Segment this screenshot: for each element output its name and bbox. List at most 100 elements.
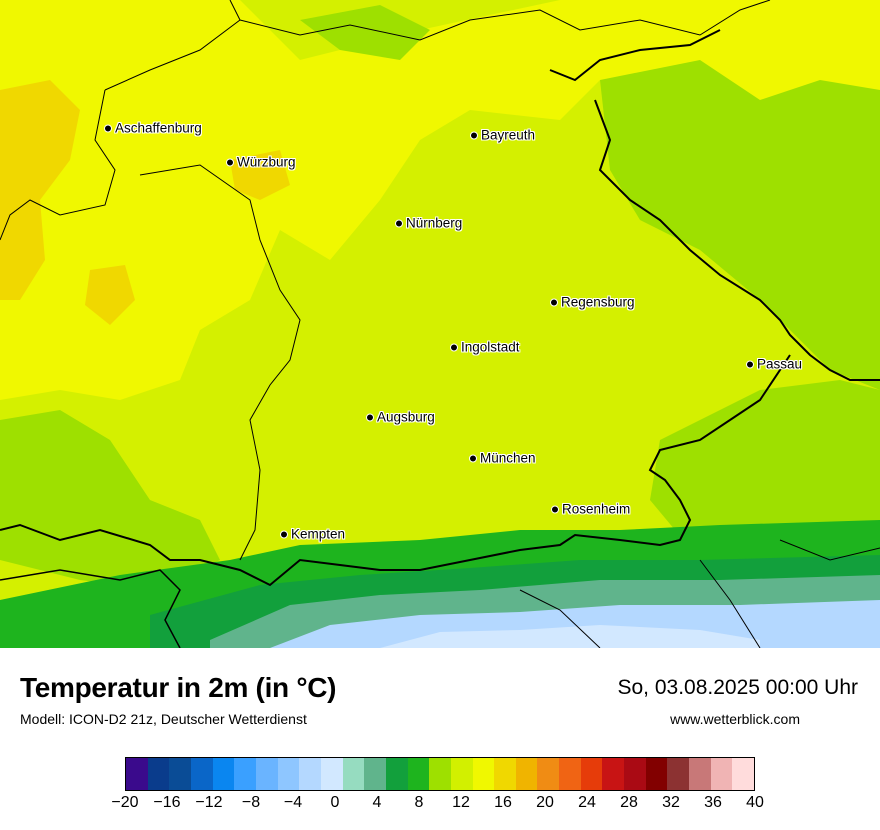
colorbar-tick-label: 32 xyxy=(662,794,680,811)
city-dot xyxy=(366,413,374,421)
map-title: Temperatur in 2m (in °C) xyxy=(20,672,337,703)
city-dot xyxy=(280,530,288,538)
city-marker-muenchen: München xyxy=(469,451,536,466)
colorbar-cell xyxy=(732,758,755,790)
borders xyxy=(0,0,880,648)
colorbar-tick-label: 24 xyxy=(578,794,596,811)
city-dot xyxy=(470,131,478,139)
cool-area-southeast xyxy=(650,380,880,560)
colorbar-tick-label: 8 xyxy=(414,794,424,811)
colorbar-cell xyxy=(580,758,603,790)
cool-area-northeast xyxy=(600,60,880,390)
border-country-austria xyxy=(0,354,791,587)
city-dot xyxy=(550,298,558,306)
colorbar-ticks: −20 −16 −12 −8 −4 0 4 8 12 16 20 24 28 32 36 40 xyxy=(111,794,763,818)
city-dot xyxy=(450,343,458,351)
city-dot xyxy=(551,505,559,513)
colorbar-cell xyxy=(320,758,343,790)
city-marker-aschaffenburg: Aschaffenburg xyxy=(104,121,202,136)
city-dot xyxy=(395,219,403,227)
city-marker-wuerzburg: Würzburg xyxy=(226,155,296,170)
colorbar-cell xyxy=(364,758,386,790)
city-label: Augsburg xyxy=(377,409,435,425)
city-label: Rosenheim xyxy=(562,501,631,517)
colorbar-tick-label: 0 xyxy=(330,794,340,811)
colorbar-cell xyxy=(299,758,321,790)
colorbar-tick-label: 12 xyxy=(452,794,470,811)
temperature-map: Aschaffenburg Würzburg Bayreuth Nürnberg… xyxy=(0,0,880,648)
city-label: Passau xyxy=(757,356,803,372)
colorbar-tick-label: −8 xyxy=(241,794,261,811)
colorbar-cell xyxy=(559,758,581,790)
city-marker-regensburg: Regensburg xyxy=(550,295,635,310)
colorbar-tick-label: 4 xyxy=(372,794,382,811)
city-marker-rosenheim: Rosenheim xyxy=(551,502,630,517)
model-info: Modell: ICON-D2 21z, Deutscher Wetterdie… xyxy=(20,711,307,727)
colorbar-cell xyxy=(624,758,646,790)
warmer-area-west xyxy=(0,80,80,300)
colorbar-tick-label: 16 xyxy=(494,794,512,811)
city-marker-nuernberg: Nürnberg xyxy=(395,216,462,231)
colorbar-cell xyxy=(169,758,191,790)
colorbar-cell xyxy=(407,758,430,790)
city-label: Regensburg xyxy=(561,294,635,310)
city-marker-passau: Passau xyxy=(746,357,802,372)
colorbar-cell xyxy=(645,758,668,790)
colorbar-cell xyxy=(710,758,733,790)
colorbar-cell xyxy=(277,758,300,790)
city-label: Kempten xyxy=(291,526,346,542)
colorbar-tick-label: −4 xyxy=(283,794,303,811)
colorbar-cell xyxy=(602,758,625,790)
colorbar-cell xyxy=(255,758,278,790)
city-label: Nürnberg xyxy=(406,215,463,231)
warmer-patch-wuerzburg xyxy=(230,150,290,200)
colorbar-tick-label: −16 xyxy=(153,794,181,811)
city-label: München xyxy=(480,450,536,466)
colorbar-cell xyxy=(429,758,451,790)
temperature-field xyxy=(0,0,880,648)
colorbar-tick-label: 28 xyxy=(620,794,638,811)
colorbar-cell xyxy=(472,758,495,790)
colorbar-cell xyxy=(234,758,256,790)
city-marker-kempten: Kempten xyxy=(280,527,345,542)
colorbar-tick-label: 40 xyxy=(746,794,764,811)
colorbar-cell xyxy=(190,758,213,790)
city-dot xyxy=(104,124,112,132)
colorbar-cell xyxy=(515,758,538,790)
cool-area-north xyxy=(300,5,430,60)
colorbar-cell xyxy=(342,758,365,790)
temperature-colorbar xyxy=(125,757,755,791)
colorbar-cell xyxy=(689,758,711,790)
colorbar-tick-label: −12 xyxy=(195,794,223,811)
border-country-switzerland xyxy=(0,569,181,648)
colorbar-cell xyxy=(126,758,148,790)
colorbar-cell xyxy=(147,758,170,790)
border-country-czech xyxy=(549,29,880,381)
colorbar-tick-label: 20 xyxy=(536,794,554,811)
city-dot xyxy=(469,454,477,462)
city-label: Aschaffenburg xyxy=(115,120,202,136)
colorbar-cell xyxy=(212,758,235,790)
city-dot xyxy=(226,158,234,166)
colorbar-cell xyxy=(450,758,473,790)
forecast-datetime: So, 03.08.2025 00:00 Uhr xyxy=(617,676,858,699)
city-label: Bayreuth xyxy=(481,127,536,143)
colorbar-cell xyxy=(537,758,560,790)
warmer-patch-west-mid xyxy=(85,265,135,325)
colorbar-cell xyxy=(667,758,690,790)
city-dot xyxy=(746,360,754,368)
city-marker-augsburg: Augsburg xyxy=(366,410,435,425)
alpine-coldest-peaks xyxy=(380,625,760,648)
colorbar-cell xyxy=(494,758,516,790)
city-marker-ingolstadt: Ingolstadt xyxy=(450,340,520,355)
colorbar-tick-label: −20 xyxy=(111,794,139,811)
city-label: Ingolstadt xyxy=(461,339,520,355)
cool-area-west-south xyxy=(0,410,220,590)
website-link[interactable]: www.wetterblick.com xyxy=(670,711,800,727)
city-marker-bayreuth: Bayreuth xyxy=(470,128,535,143)
border-bavaria-state xyxy=(0,0,771,561)
border-austria-states xyxy=(519,539,880,648)
warm-area-northwest xyxy=(0,0,880,400)
colorbar-cell xyxy=(385,758,408,790)
city-label: Würzburg xyxy=(237,154,296,170)
